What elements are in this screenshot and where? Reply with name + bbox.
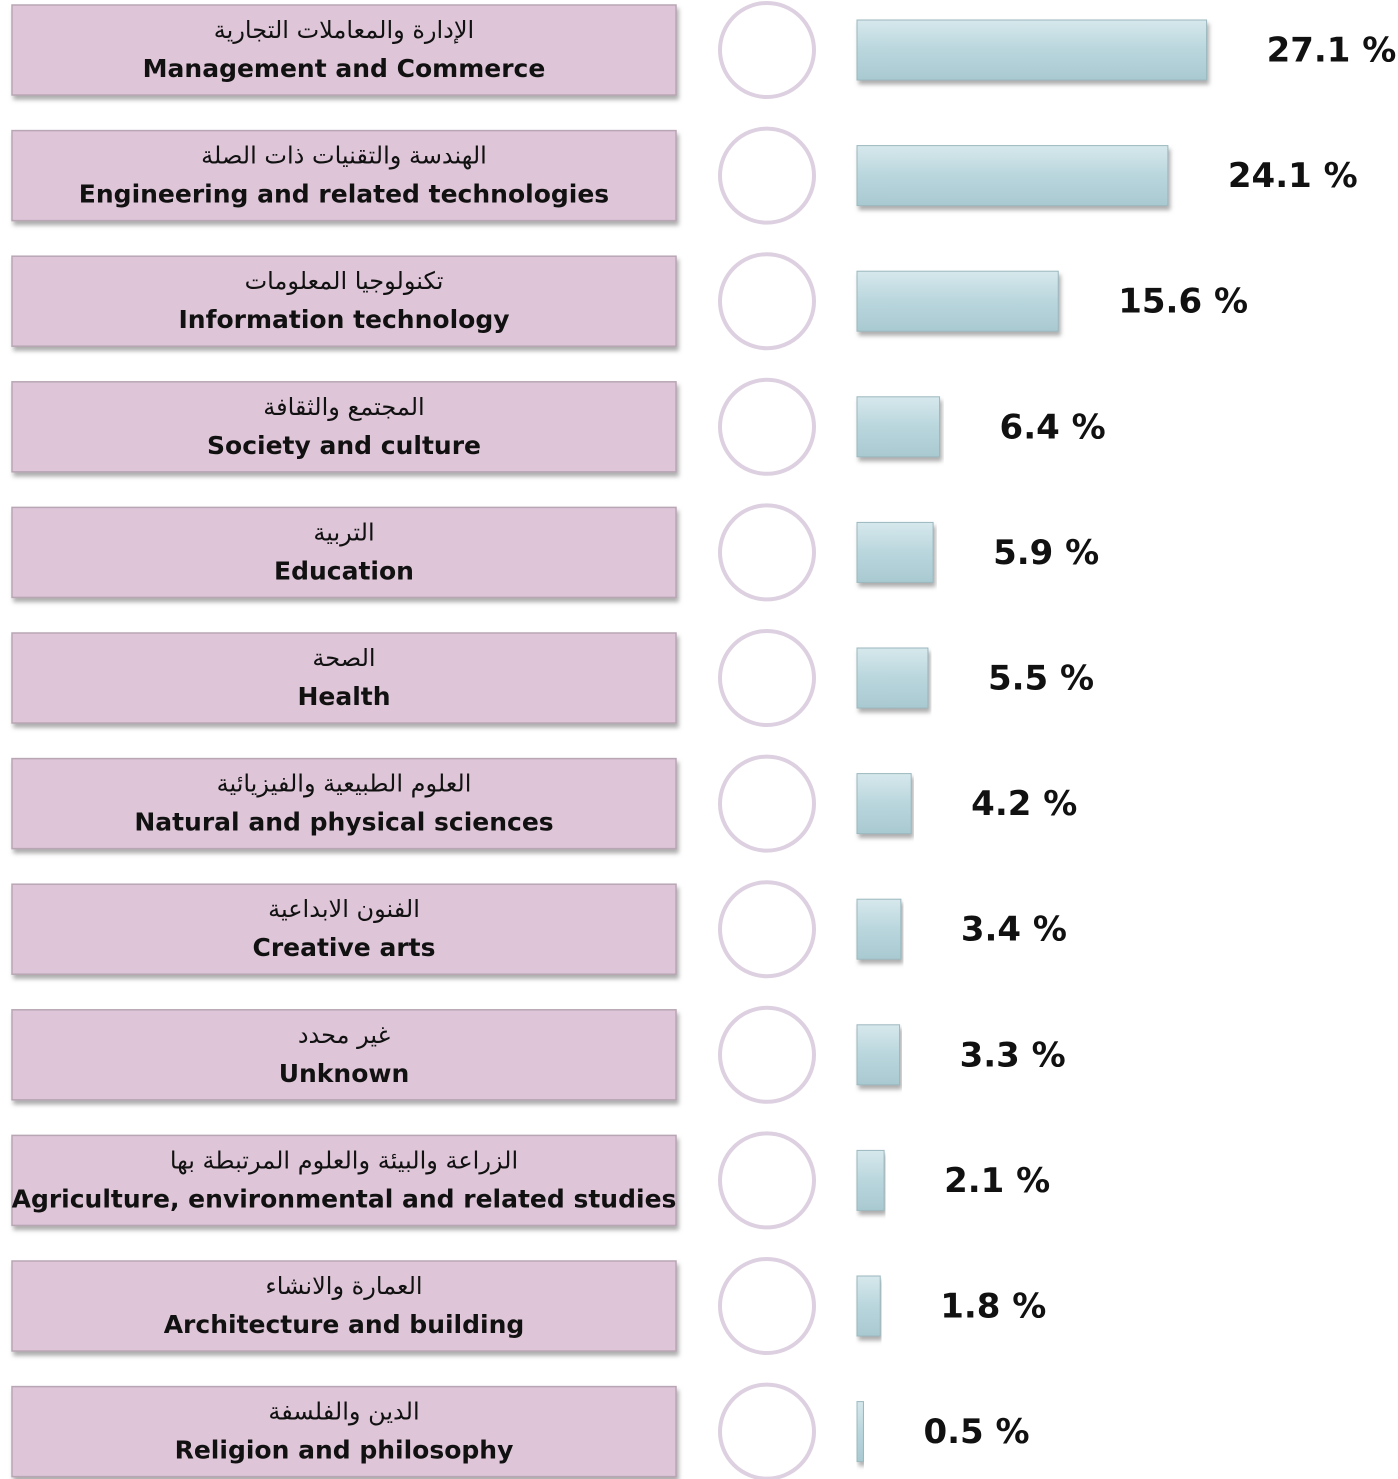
icon-circle [718, 754, 816, 853]
category-box [11, 1385, 677, 1478]
icon-circle [718, 1382, 816, 1479]
bar [856, 1275, 881, 1337]
value-label: 2.1 % [944, 1161, 1050, 1201]
value-label: 15.6 % [1118, 282, 1248, 322]
category-label-arabic: غير محدد [298, 1021, 390, 1049]
bar [856, 145, 1169, 207]
category-label-arabic: العلوم الطبيعية والفيزيائية [217, 770, 472, 798]
category-label: Religion and philosophy [175, 1436, 514, 1465]
category-box [11, 4, 677, 96]
value-label: 5.5 % [988, 659, 1094, 699]
icon-circle [718, 629, 816, 727]
value-label: 3.4 % [961, 910, 1067, 950]
bar [856, 270, 1059, 332]
category-label-arabic: الصحة [312, 644, 375, 672]
category-box [11, 255, 677, 347]
icon-circle [718, 880, 816, 979]
category-label: Creative arts [252, 933, 435, 962]
value-label: 3.3 % [960, 1035, 1066, 1075]
category-label: Engineering and related technologies [79, 180, 609, 209]
category-label: Health [297, 682, 390, 711]
bar [856, 396, 941, 458]
category-label-arabic: الزراعة والبيئة والعلوم المرتبطة بها [170, 1146, 518, 1174]
value-label: 6.4 % [1000, 407, 1106, 447]
value-label: 24.1 % [1228, 156, 1358, 196]
category-label-arabic: الفنون الابداعية [268, 895, 420, 923]
bar [856, 1024, 901, 1086]
category-label-arabic: العمارة والانشاء [265, 1272, 422, 1300]
category-label: Agriculture, environmental and related s… [12, 1184, 677, 1213]
bar [856, 898, 902, 960]
category-label-arabic: المجتمع والثقافة [263, 393, 424, 421]
category-label: Management and Commerce [143, 54, 546, 83]
category-label: Natural and physical sciences [134, 808, 553, 837]
category-box [11, 757, 677, 850]
icon-circle [718, 1257, 816, 1355]
value-label: 1.8 % [940, 1287, 1046, 1327]
category-label: Information technology [178, 305, 509, 334]
category-box [11, 381, 677, 473]
bar [856, 773, 912, 835]
category-label-arabic: الدين والفلسفة [268, 1398, 419, 1426]
icon-circle [718, 1131, 816, 1230]
category-label-arabic: تكنولوجيا المعلومات [245, 267, 444, 295]
category-box [11, 632, 677, 724]
category-label: Architecture and building [164, 1310, 525, 1339]
value-label: 4.2 % [971, 784, 1077, 824]
icon-circle [718, 1005, 816, 1104]
category-label: Unknown [279, 1059, 410, 1088]
icon-circle [718, 1, 816, 99]
category-box [11, 1260, 677, 1352]
icon-circle [718, 377, 816, 476]
category-box [11, 1134, 677, 1227]
category-label-arabic: الهندسة والتقنيات ذات الصلة [201, 142, 487, 170]
icon-circle [718, 503, 816, 602]
icon-circle [718, 252, 816, 351]
category-box [11, 1009, 677, 1101]
bar [856, 521, 934, 583]
bar [856, 1149, 885, 1211]
category-box [11, 506, 677, 599]
category-box [11, 129, 677, 222]
value-label: 0.5 % [923, 1412, 1029, 1452]
icon-circle [718, 126, 816, 225]
value-label: 5.9 % [993, 533, 1099, 573]
category-label-arabic: الإدارة والمعاملات التجارية [214, 16, 474, 44]
bar [856, 647, 929, 709]
category-label-arabic: التربية [313, 518, 374, 546]
value-label: 27.1 % [1267, 31, 1397, 71]
category-label: Education [274, 556, 414, 585]
bar [856, 1401, 864, 1463]
category-label: Society and culture [207, 431, 481, 460]
bar [856, 19, 1208, 81]
category-box [11, 883, 677, 975]
